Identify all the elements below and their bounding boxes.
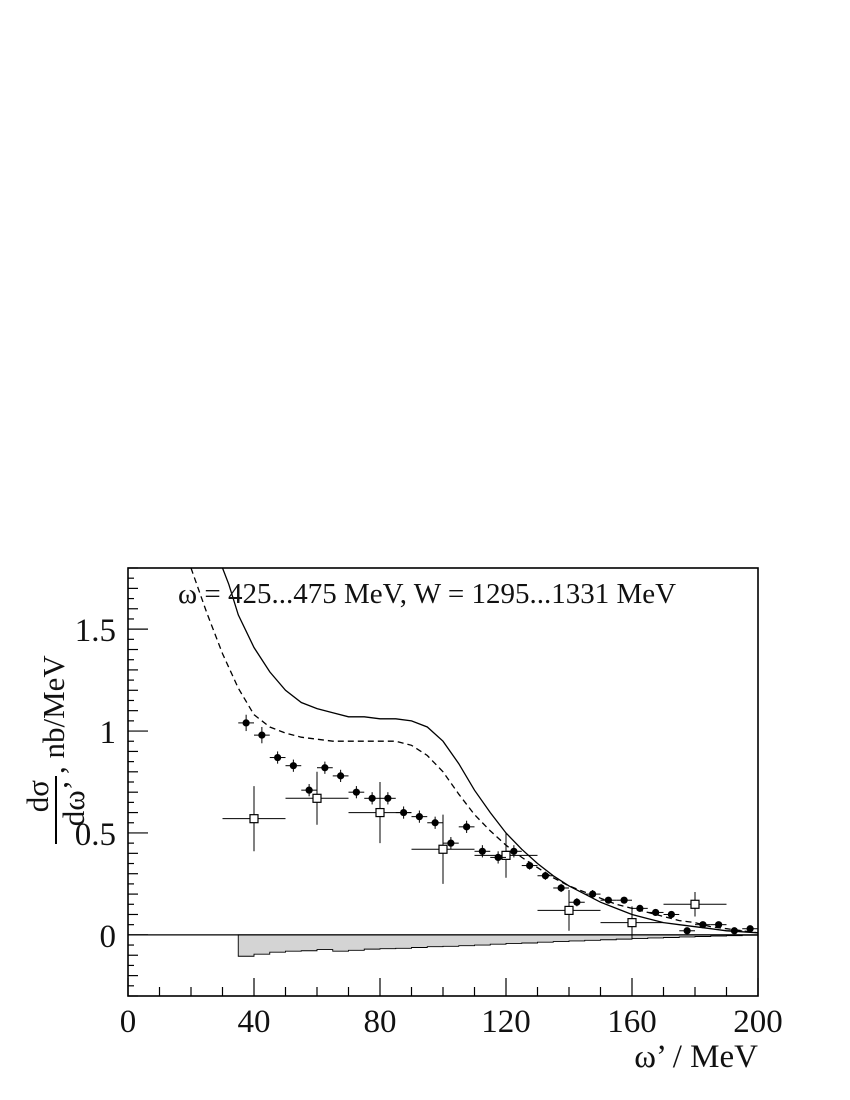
open-square-point [564,905,574,916]
filled-circle-point [384,794,392,802]
filled-circle-point [242,719,250,727]
filled-circle-point [526,861,534,870]
filled-circle-point [258,731,266,739]
filled-circle-point [415,813,423,821]
filled-circle-point [652,908,660,917]
filled-circle-point [557,884,565,892]
open-square-point [501,850,511,860]
filled-circle-point [337,772,345,780]
open-square-point [312,793,322,803]
filled-circle-point [667,910,675,919]
y-tick-label: 1 [100,715,117,751]
y-axis-label-denominator: dω’ [56,780,91,826]
y-tick-label: 1.5 [75,613,116,649]
axes [127,567,759,997]
filled-circle-point [305,786,313,794]
filled-circle-point [494,853,502,862]
y-axis-label: dσ dω’ , nb/MeV [20,655,91,844]
solid-curve [221,567,759,934]
filled-circle-point [683,927,691,935]
filled-circle-point [636,904,644,912]
filled-circle-point [541,872,549,880]
filled-circle-point [604,896,612,904]
filled-circle-point [730,927,738,935]
theory-curves [190,567,759,934]
open-square-point [438,844,448,854]
x-tick-label: 0 [120,1004,137,1040]
plot-frame [127,567,759,997]
filled-circle-point [715,921,723,929]
dashed-curve [190,567,759,934]
y-axis-label-unit: , nb/MeV [36,655,71,774]
x-tick-label: 40 [238,1004,271,1040]
histogram-band [237,934,759,957]
filled-circle-point [368,794,376,802]
filled-circle-point [573,898,581,906]
filled-circle-point [447,839,455,847]
filled-circle-point [478,847,486,855]
x-tick-label: 80 [364,1004,397,1040]
tick-labels: 0 40 80 120 160 200 0 0.5 1 1.5 [75,613,783,1040]
filled-circle-point [400,808,408,817]
filled-circle-point [620,896,628,904]
y-axis-label-numerator: dσ [20,780,55,813]
open-square-point [375,807,385,818]
filled-circle-point [589,890,597,898]
filled-circle-point [699,921,707,929]
x-axis-label: ω’ / MeV [634,1039,758,1075]
filled-circle-point [510,847,518,855]
filled-circle-point [431,819,439,827]
y-tick-label: 0 [100,919,117,955]
y-tick-label: 0.5 [75,817,116,853]
x-tick-label: 160 [607,1004,657,1040]
x-tick-label: 120 [481,1004,531,1040]
x-tick-label: 200 [733,1004,783,1040]
filled-circle-point [321,764,329,772]
open-square-point [249,814,259,824]
open-square-point [627,918,637,928]
filled-circle-point [289,762,297,770]
filled-circle-series [238,714,758,935]
open-square-point [690,899,700,909]
open-square-series [222,771,727,939]
filled-circle-point [352,788,360,796]
filled-circle-point [274,753,282,762]
filled-circle-point [746,925,754,933]
chart-annotation: ω = 425...475 MeV, W = 1295...1331 MeV [178,578,676,610]
filled-circle-point [463,823,471,831]
systematic-error-histogram [237,934,759,957]
